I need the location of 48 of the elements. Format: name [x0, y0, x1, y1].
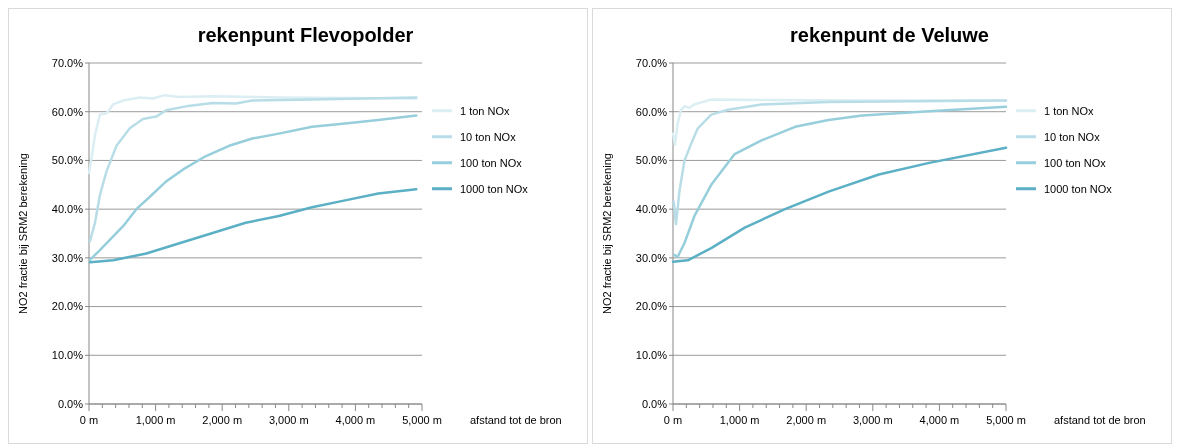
y-tick-label: 40.0% [635, 202, 668, 215]
y-tick-label: 0.0% [641, 397, 668, 410]
legend-label: 100 ton NOx [460, 156, 523, 169]
x-tick-label: 0 m [663, 414, 683, 426]
legend-label: 1000 ton NOx [1044, 182, 1113, 195]
y-tick-label: 30.0% [51, 251, 84, 264]
line-series [673, 105, 1008, 259]
y-axis-title: NO2 fractie bij SRM2 berekening [17, 153, 29, 314]
x-tick-label: 2,000 m [786, 414, 827, 426]
y-axis-title: NO2 fractie bij SRM2 berekening [601, 153, 613, 314]
y-tick-label: 50.0% [51, 154, 84, 167]
x-tick-label: 0 m [79, 414, 99, 426]
y-tick-label: 10.0% [51, 349, 84, 362]
y-tick-label: 20.0% [51, 300, 84, 313]
legend-label: 10 ton NOx [460, 130, 517, 143]
y-tick-label: 70.0% [51, 56, 84, 69]
legend-label: 10 ton NOx [1044, 130, 1101, 143]
x-tick-label: 1,000 m [135, 414, 176, 426]
x-tick-label: 5,000 m [402, 414, 442, 426]
x-tick-label: 1,000 m [719, 414, 760, 426]
y-tick-label: 20.0% [635, 300, 668, 313]
x-tick-label: 4,000 m [335, 414, 376, 426]
line-series [88, 187, 418, 264]
line-series [671, 146, 1008, 263]
x-axis-title: afstand tot de bron [470, 414, 562, 426]
y-tick-label: 70.0% [635, 56, 668, 69]
x-tick-label: 2,000 m [202, 414, 243, 426]
y-tick-label: 50.0% [635, 154, 668, 167]
y-tick-label: 0.0% [57, 397, 84, 410]
legend-label: 1 ton NOx [1044, 104, 1095, 117]
chart-title: rekenpunt Flevopolder [197, 24, 414, 46]
legend-label: 1 ton NOx [460, 104, 511, 117]
x-axis-title: afstand tot de bron [1054, 414, 1146, 426]
y-tick-label: 60.0% [51, 105, 84, 118]
x-tick-label: 3,000 m [268, 414, 309, 426]
chart-title: rekenpunt de Veluwe [790, 24, 989, 46]
x-tick-label: 3,000 m [852, 414, 893, 426]
y-tick-label: 10.0% [635, 349, 668, 362]
y-tick-label: 40.0% [51, 202, 84, 215]
legend-label: 1000 ton NOx [460, 182, 529, 195]
line-series [88, 96, 418, 243]
x-tick-label: 5,000 m [986, 414, 1026, 426]
line-series [88, 114, 418, 262]
y-tick-label: 30.0% [635, 251, 668, 264]
legend-label: 100 ton NOx [1044, 156, 1107, 169]
y-tick-label: 60.0% [635, 105, 668, 118]
line-series [672, 99, 1008, 226]
x-tick-label: 4,000 m [919, 414, 960, 426]
